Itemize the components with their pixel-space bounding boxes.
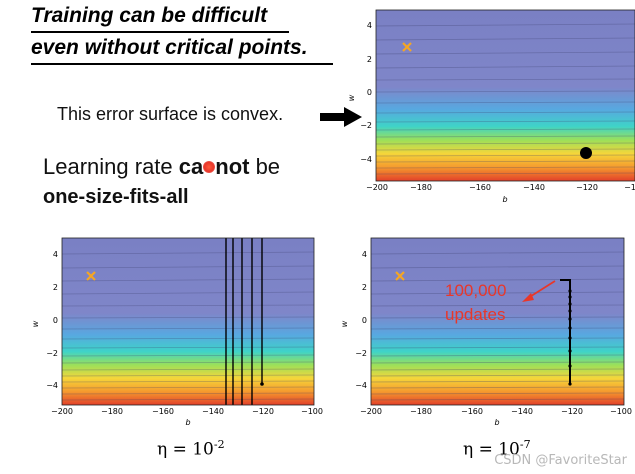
y-tick-neg2: −2 <box>355 349 367 358</box>
x-tick-140: −140 <box>511 407 533 416</box>
minimum-marker-icon <box>86 271 96 281</box>
x-axis-label: b <box>185 418 190 426</box>
eta-label-right: η = 10-7 <box>463 438 531 460</box>
convex-note: This error surface is convex. <box>57 104 284 124</box>
y-tick-neg4: −4 <box>355 381 367 390</box>
x-tick-160: −160 <box>152 407 174 416</box>
x-tick-120: −120 <box>576 183 598 192</box>
x-tick-160: −160 <box>461 407 483 416</box>
plot-top-right: 4 2 0 −2 −4 −200 −180 −160 −140 −120 −1 … <box>340 6 635 206</box>
eta-exponent: -2 <box>213 438 225 451</box>
minimum-marker-icon <box>402 42 412 52</box>
title-underline-1 <box>31 31 289 33</box>
eta-text: η = 10 <box>157 439 214 460</box>
y-tick-2: 2 <box>367 55 372 64</box>
y-tick-neg4: −4 <box>46 381 58 390</box>
error-surface <box>371 238 624 405</box>
plot-bottom-left-svg: 4 2 0 −2 −4 −200 −180 −160 −140 −120 −10… <box>31 237 323 426</box>
title-underline-2 <box>31 63 333 65</box>
contour-lines <box>375 23 635 175</box>
x-tick-100: −100 <box>610 407 632 416</box>
y-tick-neg2: −2 <box>46 349 58 358</box>
x-tick-160: −160 <box>469 183 491 192</box>
x-tick-120: −120 <box>561 407 583 416</box>
eta-label-left: η = 10-2 <box>157 438 225 460</box>
error-surface <box>62 238 314 405</box>
plot-bottom-left: 4 2 0 −2 −4 −200 −180 −160 −140 −120 −10… <box>24 234 324 426</box>
x-tick-140: −140 <box>202 407 224 416</box>
oscillating-trajectory <box>225 238 263 405</box>
x-tick-200: −200 <box>366 183 388 192</box>
lr-bold-2: not <box>215 154 250 179</box>
plot-bottom-right: 100,000 updates 4 2 0 −2 −4 −200 −180 −1… <box>334 234 634 426</box>
x-tick-100: −100 <box>301 407 323 416</box>
x-tick-100: −1 <box>624 183 635 192</box>
y-tick-4: 4 <box>367 21 372 30</box>
annotation-arrow-icon <box>522 280 556 302</box>
title-line-1: Training can be difficult <box>31 4 268 27</box>
y-tick-neg2: −2 <box>360 121 372 130</box>
watermark: CSDN @FavoriteStar <box>494 453 627 468</box>
y-tick-0: 0 <box>362 316 367 325</box>
x-tick-140: −140 <box>523 183 545 192</box>
x-tick-120: −120 <box>252 407 274 416</box>
right-arrow-icon <box>320 107 362 127</box>
annotation-line-2: updates <box>445 305 506 324</box>
x-tick-200: −200 <box>51 407 73 416</box>
x-tick-180: −180 <box>101 407 123 416</box>
contour-lines <box>370 251 625 401</box>
y-tick-0: 0 <box>367 88 372 97</box>
lr-suffix: be <box>249 154 281 179</box>
y-axis-label: w <box>31 320 40 327</box>
x-axis-label: b <box>494 418 499 426</box>
eta-exponent: -7 <box>519 438 531 451</box>
x-tick-180: −180 <box>410 183 432 192</box>
lr-bold-1: ca <box>178 154 204 179</box>
y-tick-2: 2 <box>362 283 367 292</box>
y-tick-4: 4 <box>362 250 367 259</box>
start-point-dot <box>580 147 592 159</box>
start-point-dot <box>260 382 264 386</box>
minimum-marker-icon <box>395 271 405 281</box>
x-axis-label: b <box>502 195 507 204</box>
y-axis-label: w <box>340 320 349 327</box>
eta-text: η = 10 <box>463 439 520 460</box>
contour-lines <box>61 251 315 401</box>
x-tick-180: −180 <box>410 407 432 416</box>
y-tick-0: 0 <box>53 316 58 325</box>
y-tick-4: 4 <box>53 250 58 259</box>
y-tick-neg4: −4 <box>360 155 372 164</box>
title-line-2: even without critical points. <box>31 36 308 59</box>
annotation-line-1: 100,000 <box>445 281 506 300</box>
slow-trajectory <box>560 279 572 386</box>
plot-top-right-svg: 4 2 0 −2 −4 −200 −180 −160 −140 −120 −1 … <box>347 9 635 204</box>
x-tick-200: −200 <box>360 407 382 416</box>
lr-prefix: Learning rate <box>43 154 179 179</box>
y-axis-label: w <box>347 94 356 101</box>
y-tick-2: 2 <box>53 283 58 292</box>
laser-pointer-icon <box>203 160 216 173</box>
plot-bottom-right-svg: 100,000 updates 4 2 0 −2 −4 −200 −180 −1… <box>340 237 632 426</box>
learning-rate-line-2: one-size-fits-all <box>43 186 189 208</box>
learning-rate-line: Learning rate ca not be <box>43 154 280 180</box>
